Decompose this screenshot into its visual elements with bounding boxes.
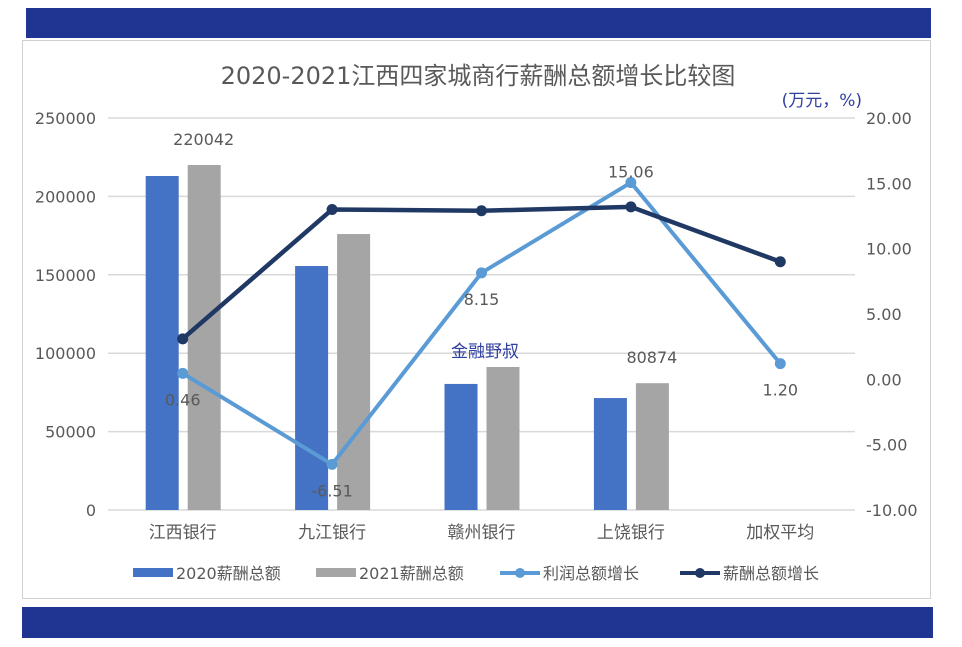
- legend-swatch: [133, 568, 173, 577]
- legend-label: 薪酬总额增长: [723, 564, 819, 583]
- right-tick-label: 0.00: [866, 370, 902, 389]
- line-point: [476, 205, 487, 217]
- bar-2020: [444, 383, 478, 510]
- category-label: 加权平均: [746, 523, 814, 543]
- bar-2020: [295, 266, 329, 510]
- watermark: 金融野叔: [451, 342, 519, 362]
- line-point: [177, 367, 189, 379]
- line-point: [326, 203, 338, 215]
- header-banner: [26, 8, 931, 38]
- bar-2021: [486, 366, 520, 510]
- left-tick-label: 0: [86, 501, 96, 520]
- line-point: [774, 256, 786, 268]
- bar-2020: [593, 398, 627, 510]
- line-data-label: 15.06: [608, 163, 654, 182]
- left-tick-label: 50000: [45, 423, 96, 442]
- legend-label: 2020薪酬总额: [176, 564, 281, 583]
- unit-label: (万元，%): [782, 91, 862, 111]
- line-point: [326, 458, 338, 470]
- legend-marker: [515, 568, 525, 578]
- right-tick-label: 20.00: [866, 109, 912, 128]
- line-point: [774, 358, 786, 370]
- right-tick-label: -10.00: [866, 501, 918, 520]
- left-tick-label: 150000: [35, 266, 96, 285]
- line-point: [625, 177, 637, 189]
- category-label: 上饶银行: [597, 523, 665, 543]
- right-tick-label: 15.00: [866, 174, 912, 193]
- right-tick-label: -5.00: [866, 436, 907, 455]
- bar-2020: [145, 176, 179, 511]
- line-data-label: 0.46: [165, 390, 201, 409]
- left-tick-label: 200000: [35, 187, 96, 206]
- left-tick-label: 250000: [35, 109, 96, 128]
- right-tick-label: 5.00: [866, 305, 902, 324]
- bar-2021: [635, 383, 669, 510]
- legend-marker: [695, 568, 705, 578]
- footer-banner: [22, 607, 933, 638]
- line-point: [177, 333, 189, 345]
- bar-2021: [337, 234, 371, 511]
- line-data-label: -6.51: [311, 481, 352, 500]
- left-tick-label: 100000: [35, 344, 96, 363]
- line-series: [181, 179, 782, 468]
- category-label: 江西银行: [149, 523, 217, 543]
- category-label: 九江银行: [298, 523, 366, 543]
- chart-frame: [22, 40, 931, 599]
- legend-swatch: [316, 568, 356, 577]
- legend-label: 利润总额增长: [543, 564, 639, 583]
- line-data-label: 8.15: [464, 290, 500, 309]
- category-label: 赣州银行: [448, 523, 516, 543]
- legend-label: 2021薪酬总额: [359, 564, 464, 583]
- line-point: [476, 267, 487, 279]
- bar-data-label: 80874: [626, 348, 677, 367]
- chart-title: 2020-2021江西四家城商行薪酬总额增长比较图: [221, 62, 736, 90]
- line-data-label: 1.20: [762, 381, 798, 400]
- bar-data-label: 220042: [173, 130, 234, 149]
- bar-2021: [187, 164, 221, 510]
- right-tick-label: 10.00: [866, 240, 912, 259]
- line-point: [625, 201, 637, 213]
